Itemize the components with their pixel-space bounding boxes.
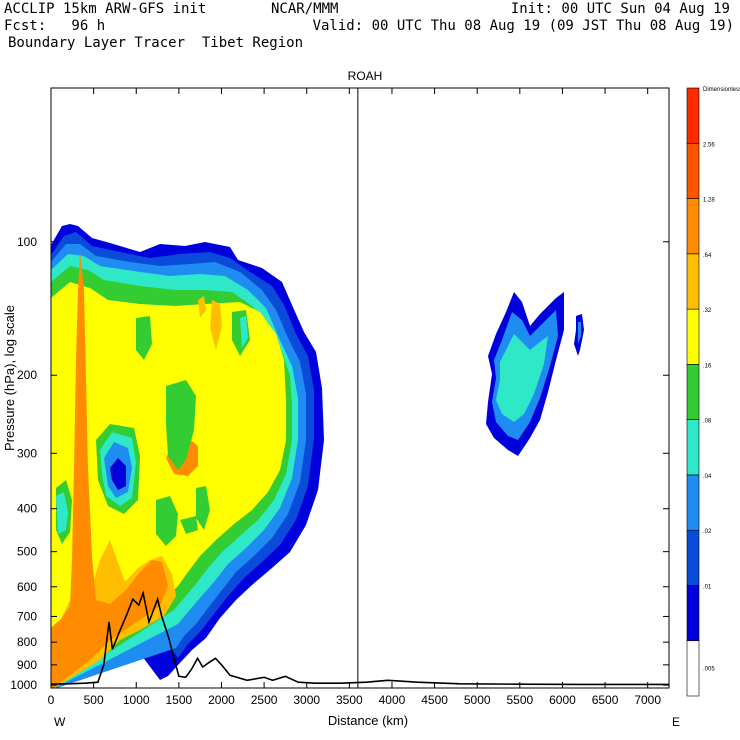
colorbar-swatch	[686, 474, 700, 531]
chart-title: ROAH	[348, 69, 383, 83]
colorbar-label: .04	[703, 474, 712, 480]
colorbar-label: .02	[703, 529, 712, 535]
colorbar-label: .01	[703, 584, 712, 590]
x-tick-label: 2000	[208, 693, 235, 707]
colorbar-swatch	[686, 308, 700, 365]
x-tick-label: 5000	[464, 693, 491, 707]
x-tick-label: 7000	[634, 693, 661, 707]
colorbar-swatch	[686, 253, 700, 310]
x-end-west: W	[54, 715, 66, 729]
x-axis-title: Distance (km)	[328, 713, 408, 728]
contour-west-16	[136, 310, 250, 360]
x-tick-label: 1000	[123, 693, 150, 707]
contour-west-15	[166, 380, 196, 470]
x-tick-label: 0	[48, 693, 55, 707]
y-tick-label: 700	[17, 609, 37, 623]
contour-west-17	[240, 316, 248, 348]
y-tick-label: 200	[17, 368, 37, 382]
header-init: Init: 00 UTC Sun 04 Aug 19	[510, 1, 730, 17]
colorbar-swatch	[686, 640, 700, 697]
x-tick-label: 3000	[293, 693, 320, 707]
contour-layers	[51, 224, 584, 688]
contour-east-05	[578, 322, 581, 344]
y-axis-title: Pressure (hPa), log scale	[2, 305, 17, 451]
header-title: ACCLIP 15km ARW-GFS init	[4, 1, 207, 17]
contour-east-03	[496, 334, 548, 422]
contour-west-14	[110, 458, 126, 490]
colorbar-label: .08	[703, 419, 712, 425]
contour-west-18	[156, 486, 210, 546]
x-tick-label: 1500	[166, 693, 193, 707]
contour-west-21	[180, 516, 198, 534]
x-tick-label: 500	[84, 693, 104, 707]
colorbar-swatch	[686, 529, 700, 586]
contour-west-10	[198, 296, 222, 350]
colorbar-label: .16	[703, 363, 712, 369]
y-tick-label: 900	[17, 658, 37, 672]
colorbar-swatch	[686, 87, 700, 144]
header-valid: Valid: 00 UTC Thu 08 Aug 19 (09 JST Thu …	[312, 18, 734, 34]
header-field: Boundary Layer Tracer Tibet Region	[8, 35, 304, 51]
contour-west-08	[51, 252, 168, 688]
x-tick-label: 5500	[506, 693, 533, 707]
colorbar: .005 .01 .02 .04 .08 .16 .32 .64 1.28 2.56 Dimensi…	[686, 87, 740, 697]
x-tick-label: 4000	[379, 693, 406, 707]
colorbar-swatch	[686, 585, 700, 642]
colorbar-swatch	[686, 364, 700, 420]
y-tick-label: 100	[17, 235, 37, 249]
y-tick-label: 500	[17, 545, 37, 559]
y-tick-label: 1000	[10, 678, 37, 692]
terrain-line	[50, 590, 669, 686]
y-tick-label: 600	[17, 580, 37, 594]
colorbar-label: 2.56	[703, 142, 715, 148]
x-tick-label: 2500	[251, 693, 278, 707]
colorbar-swatch	[686, 198, 700, 255]
header-forecast: Fcst: 96 h	[4, 18, 106, 34]
x-tick-label: 4500	[421, 693, 448, 707]
y-tick-label: 400	[17, 502, 37, 516]
x-end-east: E	[672, 715, 680, 729]
colorbar-swatch	[686, 142, 700, 199]
x-tick-label: 6500	[592, 693, 619, 707]
colorbar-label: Dimensionless	[703, 87, 740, 93]
contour-west-20	[56, 492, 68, 534]
x-axis: 0 500 1000 1500 2000 2500 3000 3500 4000 4500 5000…	[48, 88, 661, 707]
header-center: NCAR/MMM	[271, 1, 339, 17]
y-tick-label: 800	[17, 635, 37, 649]
colorbar-label: 1.28	[703, 198, 715, 204]
x-tick-label: 3500	[336, 693, 363, 707]
x-tick-label: 6000	[549, 693, 576, 707]
colorbar-label: .005	[703, 666, 715, 672]
y-tick-label: 300	[17, 446, 37, 460]
colorbar-swatch	[686, 419, 700, 476]
plot-frame	[50, 87, 670, 689]
y-axis: 100 200 300 400 500 600 700 800 900 1000	[10, 235, 669, 692]
colorbar-label: .32	[703, 308, 712, 314]
colorbar-label: .64	[703, 253, 712, 259]
